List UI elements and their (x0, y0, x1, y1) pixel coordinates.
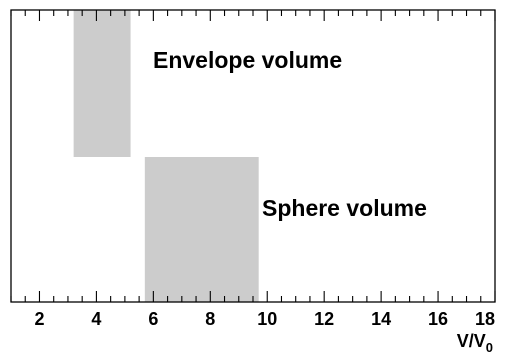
x-tick-label-2: 2 (34, 309, 44, 329)
bars-layer (73, 10, 259, 302)
bar-labels-layer: Envelope volume Sphere volume (153, 47, 427, 221)
tick-labels-layer: 2 4 6 8 10 12 14 16 18 (34, 309, 495, 329)
x-tick-label-14: 14 (371, 309, 391, 329)
x-tick-label-18: 18 (475, 309, 495, 329)
x-tick-label-16: 16 (428, 309, 448, 329)
x-tick-label-6: 6 (148, 309, 158, 329)
x-axis-label-subscript: 0 (486, 340, 493, 355)
x-tick-label-4: 4 (91, 309, 101, 329)
bar-label-1: Envelope volume (153, 47, 342, 73)
x-tick-label-10: 10 (257, 309, 277, 329)
x-axis-label-main: V/V (457, 331, 486, 351)
x-tick-label-8: 8 (205, 309, 215, 329)
x-tick-label-12: 12 (314, 309, 334, 329)
range-bar-1 (73, 10, 131, 157)
x-axis-label: V/V0 (457, 331, 493, 355)
range-bar-2 (144, 157, 259, 302)
ticks-layer (10, 10, 496, 302)
bar-label-2: Sphere volume (262, 195, 427, 221)
